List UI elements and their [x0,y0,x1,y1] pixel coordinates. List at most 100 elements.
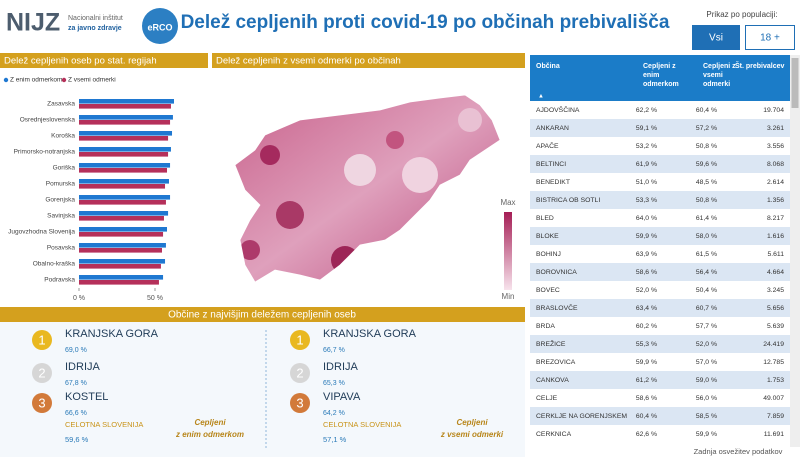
municipality: KOSTEL [65,391,108,403]
table-cell: BRASLOVČE [536,303,578,312]
button-label[interactable]: 18 + [760,33,780,44]
rank: 2 [38,365,45,380]
scrollbar[interactable] [790,55,800,447]
y-tick-label: Podravska [44,277,75,284]
bar [79,195,171,200]
table-cell: 59,9 % [636,359,657,366]
municipality: KRANJSKA GORA [323,328,417,340]
table-row [530,155,790,173]
municipality: VIPAVA [323,391,361,403]
share: 66,7 % [323,347,345,354]
button-label[interactable]: Vsi [709,33,723,44]
table-cell: 19.704 [763,107,784,114]
bar [79,163,171,168]
table-row [530,227,790,245]
table-header [530,55,790,101]
table-cell: 59,0 % [696,377,717,384]
bar [79,136,169,141]
rank-badge [32,393,52,413]
bar [79,147,171,152]
sort-icon: ▲ [538,94,544,100]
table-cell: 58,6 % [636,395,657,402]
badge: eRCO [147,22,172,32]
table-cell: 1.616 [767,233,784,240]
bar [79,275,164,280]
bar [79,264,161,269]
table-row [530,281,790,299]
table-cell: 61,9 % [636,161,657,168]
municipality: KRANJSKA GORA [65,328,159,340]
table-cell: 3.556 [767,143,784,150]
page-title: Delež cepljenih proti covid-19 po občina… [181,12,670,33]
table-cell: 56,0 % [696,395,717,402]
chart-title: Delež cepljenih oseb po stat. regijah [4,56,157,67]
table-row [530,317,790,335]
note: Cepljeni z enim odmerkom [175,418,244,439]
share: 67,8 % [65,380,87,387]
bar [79,104,171,109]
rank-badge [290,363,310,383]
bar [79,115,173,120]
column-header: Občina [536,63,560,70]
municipality: IDRIJA [323,361,359,373]
table-cell: 53,3 % [636,197,657,204]
table-cell: BRDA [536,323,555,330]
panel-header [0,53,208,68]
table-cell: 51,0 % [636,179,657,186]
bar [79,248,162,253]
button[interactable] [692,25,740,50]
table-cell: 61,4 % [696,215,717,222]
table-cell: BOHINJ [536,251,561,258]
table-cell: 59,1 % [636,125,657,132]
panel-header [212,53,525,68]
table-cell: 3.261 [767,125,784,132]
table-cell: 50,8 % [696,197,717,204]
bar [79,243,166,248]
column-header: Cepljeni z vsemi odmerki [703,63,736,88]
table-row [530,425,790,443]
table-cell: 1.753 [767,377,784,384]
y-tick-label: Obalno-kraška [33,261,76,268]
table-cell: 59,9 % [636,233,657,240]
rank-badge [32,330,52,350]
table-cell: BREZOVICA [536,359,576,366]
table-cell: 58,6 % [636,269,657,276]
bar [79,232,164,237]
table-cell: 61,2 % [636,377,657,384]
table-row [530,245,790,263]
table-cell: BLOKE [536,233,559,240]
bar [79,227,168,232]
table-cell: 49.007 [763,395,784,402]
table-cell: 59,6 % [696,161,717,168]
table-cell: 2.614 [767,179,784,186]
table-cell: CANKOVA [536,377,569,384]
table-cell: 5.611 [767,251,784,258]
panel-bg [0,322,525,457]
table-row [530,389,790,407]
table-cell: BOVEC [536,287,560,294]
button[interactable] [745,25,795,50]
bar [79,280,159,285]
table-cell: 60,4 % [696,107,717,114]
table-cell: AJDOVŠČINA [536,105,580,114]
map [235,95,500,282]
y-tick-label: Goriška [53,165,76,172]
bar [79,168,168,173]
total-label: CELOTNA SLOVENIJA [65,420,143,429]
y-tick-label: Pomurska [46,181,76,188]
table-cell: 63,4 % [636,305,657,312]
table-cell: 3.245 [767,287,784,294]
table-cell: CELJE [536,395,558,402]
table-row [530,263,790,281]
institute: za javno zdravje [68,25,122,32]
bar [79,131,173,136]
map-legend [504,212,512,290]
bar [79,152,169,157]
table-cell: 61,5 % [696,251,717,258]
x-tick-label: 50 % [147,295,163,302]
table-cell: 8.217 [767,215,784,222]
column-header: Št. prebivalcev [735,61,785,70]
table-row [530,173,790,191]
scroll-thumb[interactable] [791,58,799,108]
legend-max: Max [500,198,515,207]
